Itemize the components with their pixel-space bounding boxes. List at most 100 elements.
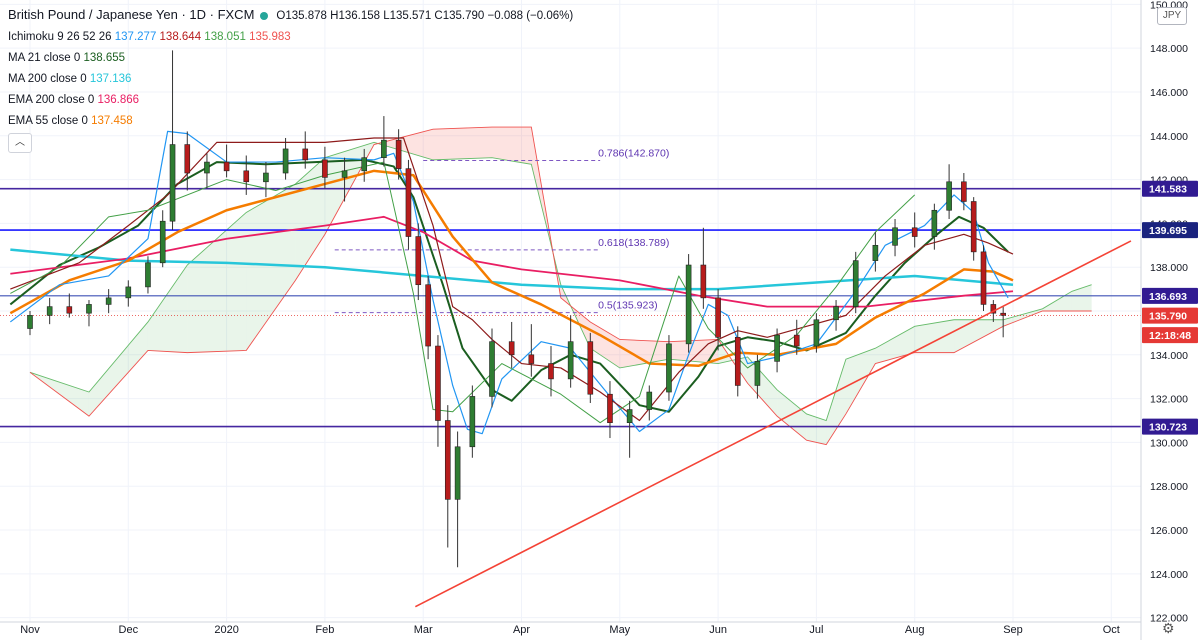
candle-body — [961, 181, 967, 202]
price-label-background — [1142, 418, 1198, 435]
price-label-background — [1142, 327, 1198, 344]
fib-level-label: 0.5(135.923) — [598, 300, 658, 312]
candle-body — [700, 264, 707, 299]
ohlc-low: 135.571 — [389, 10, 432, 22]
candle-body — [754, 361, 761, 386]
candle-body — [361, 157, 368, 172]
cloud-segment — [619, 339, 669, 368]
candle-body — [567, 341, 574, 380]
price-label-text: 130.723 — [1149, 422, 1187, 434]
price-label-text: 141.583 — [1149, 184, 1187, 196]
cloud-segment — [826, 359, 846, 445]
candle-body — [341, 170, 348, 178]
candle-body — [381, 139, 387, 158]
candle-body — [774, 334, 780, 362]
time-tick-label: Jul — [809, 624, 823, 636]
price-tick-label: 124.000 — [1150, 569, 1188, 581]
candlesticks — [27, 50, 1006, 568]
cloud-segment — [806, 413, 827, 445]
indicator-legend-row[interactable]: MA 21 close 0 138.655 — [8, 48, 573, 69]
cloud-segment — [374, 129, 434, 160]
candle-body — [415, 236, 422, 286]
price-label-text: 12:18:48 — [1149, 330, 1191, 342]
indicator-lines — [9, 130, 1014, 435]
fib-level-label: 0.786(142.870) — [598, 148, 669, 160]
price-tick-label: 150.000 — [1150, 0, 1188, 11]
ohlc-h-label: H — [330, 10, 339, 22]
candle-body — [734, 336, 741, 386]
cloud-segment — [747, 356, 778, 417]
indicator-legend-row[interactable]: EMA 55 close 0 137.458 — [8, 111, 573, 132]
candle-body — [435, 345, 441, 421]
candle-body — [302, 148, 309, 161]
cloud-segment — [845, 348, 876, 414]
indicator-value: 138.051 — [204, 31, 250, 43]
candle-body — [666, 343, 672, 393]
time-axis[interactable]: Nov Dec 2020 Feb Mar Apr May Jun Jul Aug Sep Oct — [0, 621, 1141, 636]
ohlc-change: −0.088 (−0.06%) — [487, 10, 574, 22]
gear-icon[interactable]: ⚙ — [1162, 620, 1175, 636]
candle-body — [715, 297, 721, 338]
indicator-legend-row[interactable]: EMA 200 close 0 136.866 — [8, 90, 573, 111]
candle-body — [607, 393, 613, 423]
indicator-legend-row[interactable]: MA 200 close 0 137.136 — [8, 69, 573, 90]
candle-body — [454, 446, 461, 500]
candle-body — [548, 363, 554, 380]
candle-body — [204, 161, 210, 174]
candle-body — [322, 159, 328, 178]
candle-body — [469, 396, 476, 448]
trendline[interactable] — [414, 240, 1132, 608]
time-tick-label: Dec — [119, 624, 139, 636]
candle-body — [125, 286, 132, 299]
price-tick-label: 128.000 — [1150, 481, 1188, 493]
candle-body — [508, 341, 515, 356]
chevron-up-icon[interactable]: ︿ — [8, 133, 32, 153]
price-label-text: 135.790 — [1149, 311, 1187, 323]
price-label-text: 139.695 — [1149, 225, 1187, 237]
trendline-line — [414, 240, 1132, 608]
indicator-value: 137.458 — [91, 115, 133, 127]
candle-body — [395, 139, 402, 169]
ohlc-open: 135.878 — [285, 10, 327, 22]
indicator-rows: Ichimoku 9 26 52 26 137.277 138.644 138.… — [8, 27, 573, 132]
candle-body — [980, 251, 987, 305]
candle-body — [66, 306, 73, 314]
currency-button[interactable]: JPY — [1157, 7, 1187, 25]
indicator-line — [9, 169, 1014, 368]
candle-body — [990, 304, 997, 314]
ohlc-o-label: O — [276, 10, 286, 22]
price-label-background — [1142, 180, 1198, 197]
symbol-title[interactable]: British Pound / Japanese Yen · 1D · FXCM — [8, 7, 255, 22]
candle-body — [263, 172, 269, 183]
candle-body — [970, 201, 977, 253]
indicator-legend-row[interactable]: Ichimoku 9 26 52 26 137.277 138.644 138.… — [8, 27, 573, 48]
price-tick-label: 126.000 — [1150, 525, 1188, 537]
candle-body — [489, 341, 495, 397]
time-tick-label: 2020 — [214, 624, 238, 636]
cloud-segment — [1003, 308, 1043, 327]
grid — [0, 0, 1141, 622]
ohlc-close: 135.790 — [442, 10, 485, 22]
candle-body — [243, 170, 250, 183]
cloud-segment — [187, 212, 247, 353]
time-tick-label: Sep — [1003, 624, 1023, 636]
indicator-label: MA 21 close 0 — [8, 52, 84, 64]
indicator-label: MA 200 close 0 — [8, 73, 90, 85]
indicator-line — [10, 137, 1014, 422]
time-tick-label: Jun — [709, 624, 727, 636]
price-tick-label: 146.000 — [1150, 87, 1188, 99]
candle-body — [833, 306, 839, 321]
legend: British Pound / Japanese Yen · 1D · FXCM… — [8, 4, 573, 132]
candle-body — [405, 168, 412, 237]
price-tick-label: 130.000 — [1150, 437, 1188, 449]
candle-body — [169, 144, 176, 222]
ohlc-l-label: L — [383, 10, 390, 22]
indicator-value: 137.277 — [114, 31, 160, 43]
time-tick-label: Mar — [414, 624, 433, 636]
price-tick-label: 148.000 — [1150, 43, 1188, 55]
time-tick-label: Nov — [20, 624, 40, 636]
indicator-value: 138.655 — [83, 52, 126, 64]
cloud-segment — [492, 127, 532, 165]
cloud-segment — [914, 319, 955, 353]
